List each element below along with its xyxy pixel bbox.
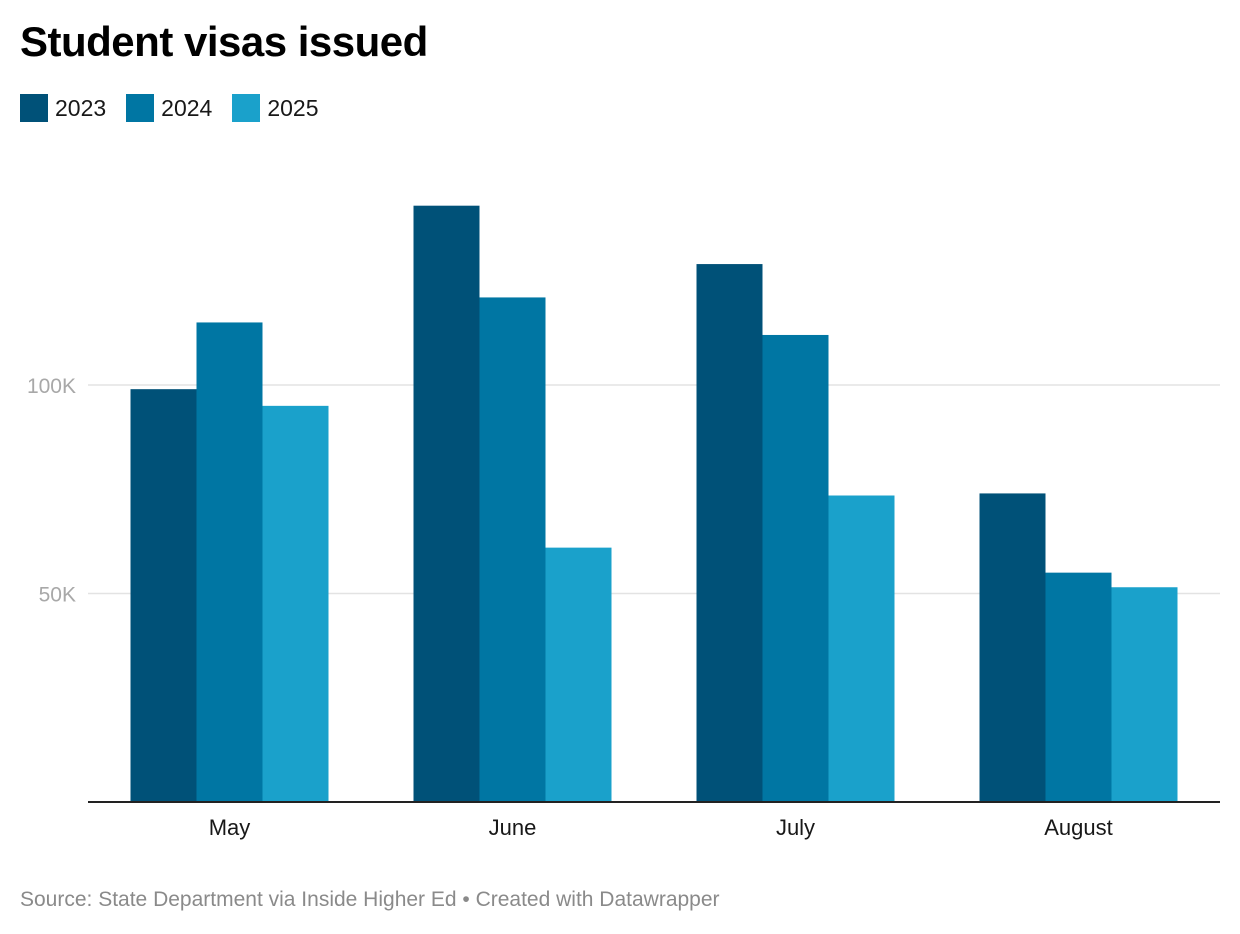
legend: 2023 2024 2025 — [20, 92, 339, 124]
x-tick-label-august: August — [1044, 815, 1113, 840]
bar-june-2024 — [479, 297, 546, 802]
bar-august-2025 — [1111, 587, 1178, 802]
bar-august-2024 — [1045, 572, 1112, 802]
x-tick-label-july: July — [776, 815, 815, 840]
bar-june-2023 — [413, 205, 480, 802]
chart-title: Student visas issued — [20, 18, 428, 65]
legend-item-2024: 2024 — [126, 94, 212, 122]
bar-june-2025 — [545, 547, 612, 802]
bar-july-2023 — [696, 264, 763, 802]
x-tick-label-may: May — [209, 815, 251, 840]
bar-august-2023 — [979, 493, 1046, 802]
legend-swatch-2023 — [20, 94, 48, 122]
legend-swatch-2024 — [126, 94, 155, 122]
legend-swatch-2025 — [232, 94, 261, 122]
bar-may-2024 — [196, 322, 263, 802]
source-footer: Source: State Department via Inside High… — [20, 888, 720, 911]
bar-may-2023 — [130, 389, 197, 802]
bar-chart: 50K 100K May June July August — [27, 205, 1220, 840]
x-tick-label-june: June — [489, 815, 537, 840]
legend-item-2023: 2023 — [20, 94, 106, 122]
bar-may-2025 — [262, 405, 329, 802]
y-tick-label-50K: 50K — [39, 584, 76, 607]
legend-label-2025: 2025 — [267, 94, 319, 121]
bar-july-2024 — [762, 334, 829, 802]
legend-item-2025: 2025 — [232, 94, 319, 122]
legend-label-2024: 2024 — [161, 94, 213, 121]
legend-label-2023: 2023 — [55, 94, 107, 121]
bar-july-2025 — [828, 495, 895, 802]
y-tick-label-100K: 100K — [27, 375, 76, 398]
